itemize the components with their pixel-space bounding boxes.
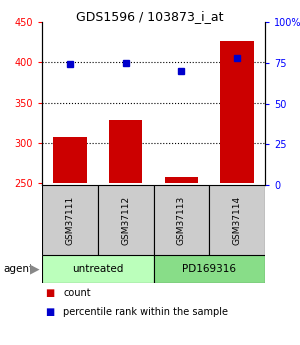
Text: count: count [63,288,91,298]
Bar [42,255,154,283]
Text: GSM37112: GSM37112 [121,195,130,245]
Bar [154,255,265,283]
Bar [53,137,87,184]
Text: ■: ■ [45,307,54,317]
Text: untreated: untreated [72,264,123,274]
Bar [98,185,154,255]
Bar [209,185,265,255]
Text: GSM37111: GSM37111 [65,195,74,245]
Bar [154,185,209,255]
Bar [165,177,198,184]
Text: ■: ■ [45,288,54,298]
Text: GSM37114: GSM37114 [232,195,242,245]
Bar [42,185,98,255]
Text: ▶: ▶ [30,263,39,276]
Text: agent: agent [3,264,33,274]
Text: GDS1596 / 103873_i_at: GDS1596 / 103873_i_at [76,10,224,23]
Bar [220,41,254,184]
Bar [109,120,142,184]
Text: GSM37113: GSM37113 [177,195,186,245]
Text: percentile rank within the sample: percentile rank within the sample [63,307,228,317]
Text: PD169316: PD169316 [182,264,236,274]
